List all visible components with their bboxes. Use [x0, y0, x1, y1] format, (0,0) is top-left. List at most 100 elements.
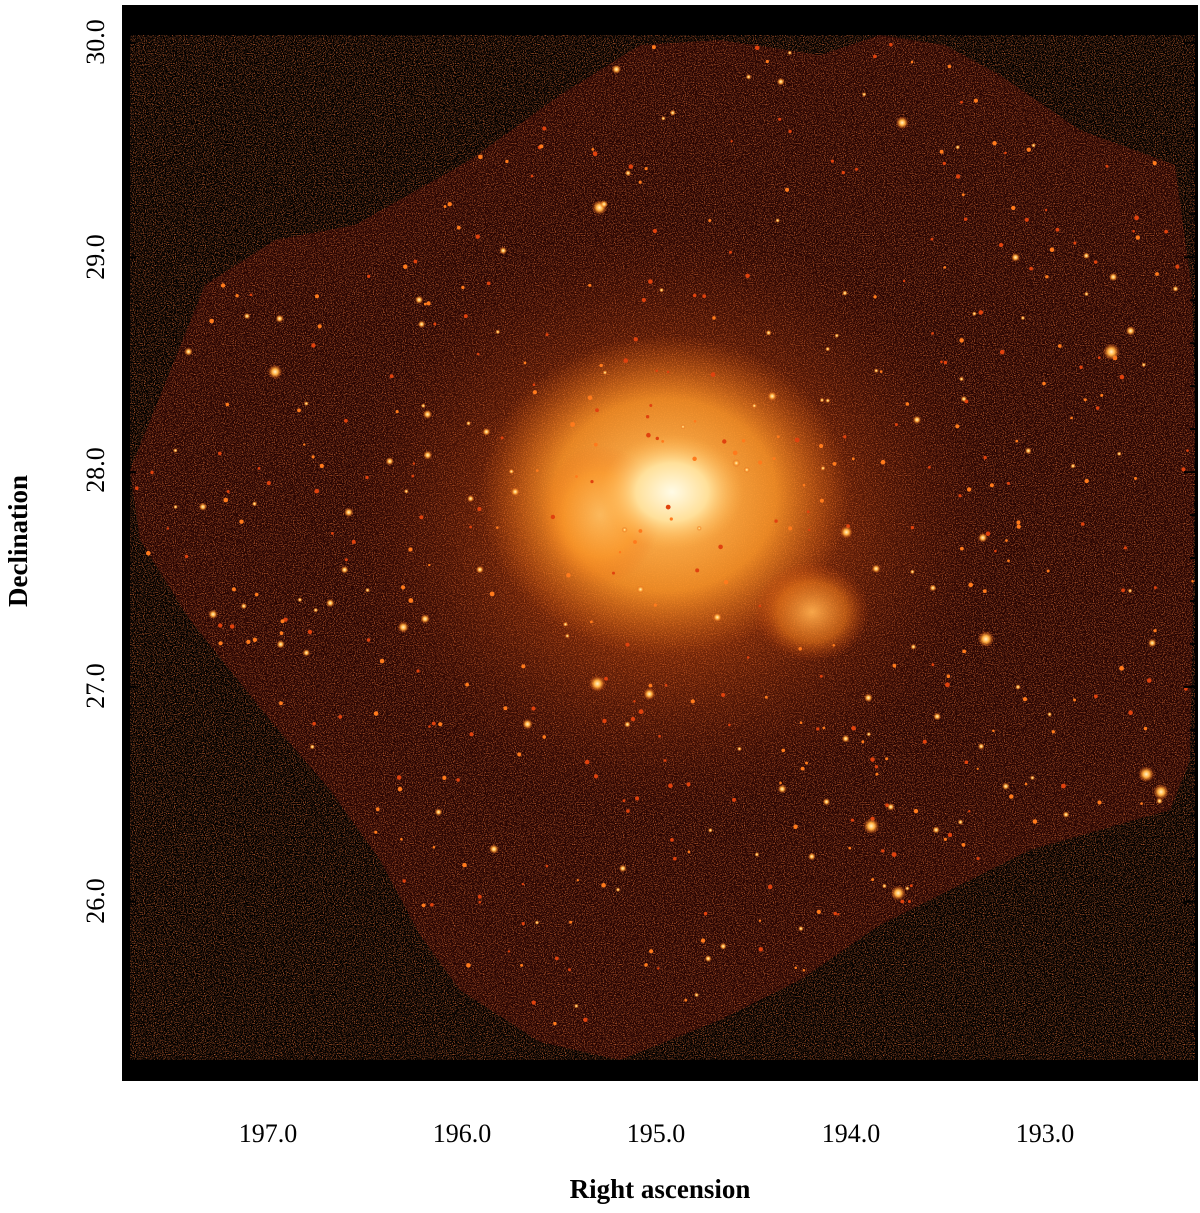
point-source — [1152, 161, 1157, 166]
point-source — [983, 455, 987, 460]
point-source — [633, 337, 638, 342]
point-source — [423, 302, 427, 306]
point-source — [412, 462, 416, 465]
point-source — [666, 370, 670, 374]
point-source — [1046, 569, 1050, 573]
point-source — [1100, 393, 1104, 397]
point-source — [819, 498, 824, 503]
point-source — [655, 436, 659, 441]
point-source — [670, 838, 674, 842]
point-source — [928, 465, 931, 469]
point-source — [819, 674, 823, 678]
point-source — [625, 642, 630, 647]
point-source — [1116, 451, 1122, 457]
point-source — [638, 180, 642, 184]
point-source — [1175, 264, 1180, 269]
point-source — [881, 883, 887, 889]
point-source — [805, 761, 808, 765]
point-source — [900, 899, 905, 904]
point-source — [873, 295, 877, 299]
point-source — [489, 844, 499, 854]
point-source — [466, 963, 471, 968]
point-source — [708, 219, 712, 222]
point-source — [267, 364, 283, 380]
point-source — [465, 682, 469, 687]
point-source — [973, 98, 979, 103]
point-source — [961, 843, 966, 847]
point-source — [999, 349, 1005, 355]
point-source — [758, 604, 762, 608]
point-source — [833, 911, 837, 916]
point-source — [765, 59, 769, 64]
point-source — [469, 732, 474, 737]
point-source — [971, 311, 977, 317]
point-source — [417, 320, 426, 329]
point-source — [703, 911, 708, 916]
point-source — [669, 109, 676, 116]
point-source — [257, 467, 261, 470]
point-source — [976, 767, 979, 770]
plot-frame — [122, 5, 1198, 1081]
point-source — [772, 457, 776, 461]
point-source — [1172, 285, 1179, 292]
point-source — [891, 852, 897, 857]
point-source — [1083, 398, 1087, 402]
point-source — [593, 774, 599, 779]
point-source — [443, 205, 447, 208]
point-source — [863, 818, 880, 835]
point-source — [816, 727, 820, 731]
point-source — [461, 285, 465, 290]
point-source — [477, 894, 482, 899]
point-source — [837, 913, 840, 916]
point-source — [618, 864, 627, 873]
point-source — [599, 363, 603, 368]
point-source — [166, 527, 170, 530]
point-source — [602, 718, 607, 724]
point-source — [628, 164, 634, 169]
point-source — [784, 187, 790, 192]
x-tick-label: 194.0 — [822, 1119, 881, 1148]
point-source — [438, 722, 443, 727]
point-source — [1070, 463, 1076, 469]
point-source — [374, 830, 378, 834]
point-source — [591, 148, 595, 151]
point-source — [626, 809, 630, 813]
point-source — [403, 264, 408, 269]
point-source — [960, 100, 963, 104]
point-source — [249, 293, 253, 297]
point-source — [874, 765, 879, 769]
point-source — [1097, 800, 1102, 805]
point-source — [1061, 783, 1066, 789]
point-source — [592, 151, 598, 157]
point-source — [482, 427, 491, 436]
point-source — [909, 884, 913, 888]
point-source — [521, 664, 526, 669]
point-source — [400, 837, 403, 841]
point-source — [553, 1021, 557, 1026]
axis-ticks — [123, 6, 1197, 1080]
point-source — [994, 549, 997, 553]
x-tick-label: 196.0 — [433, 1119, 492, 1148]
point-source — [239, 519, 244, 524]
point-source — [894, 423, 898, 427]
point-source — [945, 682, 950, 688]
point-source — [732, 797, 736, 802]
point-source — [589, 675, 606, 692]
point-source — [408, 598, 414, 603]
point-source — [635, 796, 640, 801]
point-source — [1156, 797, 1163, 805]
point-source — [309, 744, 316, 750]
point-source — [1147, 638, 1157, 648]
point-source — [842, 290, 848, 296]
point-source — [434, 808, 443, 816]
point-source — [184, 554, 189, 559]
point-source — [799, 721, 803, 724]
point-source — [910, 643, 917, 650]
point-source — [1143, 726, 1148, 731]
point-source — [819, 397, 825, 403]
point-source — [573, 1003, 579, 1009]
point-source — [576, 879, 579, 882]
y-tick-label: 28.0 — [81, 447, 110, 493]
point-source — [875, 772, 879, 776]
point-source — [623, 358, 628, 363]
